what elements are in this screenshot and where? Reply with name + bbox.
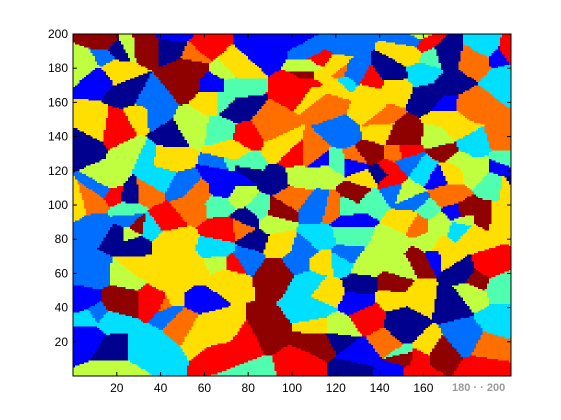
x-tick-label: 40 — [154, 381, 168, 395]
y-tick-label: 200 — [48, 27, 68, 41]
y-tick-label: 120 — [48, 164, 68, 178]
x-tick-label: 140 — [370, 381, 390, 395]
watermark-text: 180 · · 200 — [452, 382, 505, 394]
x-tick-label: 120 — [326, 381, 346, 395]
y-tick-label: 160 — [48, 95, 68, 109]
y-tick-label: 60 — [55, 266, 69, 280]
y-tick-label: 140 — [48, 130, 68, 144]
x-tick-label: 60 — [198, 381, 212, 395]
x-tick-label: 160 — [413, 381, 433, 395]
x-tick-label: 20 — [110, 381, 124, 395]
y-tick-label: 100 — [48, 198, 68, 212]
x-tick-label: 80 — [242, 381, 256, 395]
grain-heatmap — [73, 34, 511, 376]
x-axis: 20 40 60 80 100 120 140 160 — [110, 34, 434, 395]
y-axis: 20 40 60 80 100 120 140 160 180 200 — [48, 27, 511, 349]
y-tick-label: 80 — [55, 232, 69, 246]
x-tick-label: 100 — [282, 381, 302, 395]
plot-area — [73, 34, 511, 376]
y-tick-label: 40 — [55, 301, 69, 315]
y-tick-label: 180 — [48, 61, 68, 75]
y-tick-label: 20 — [55, 335, 69, 349]
